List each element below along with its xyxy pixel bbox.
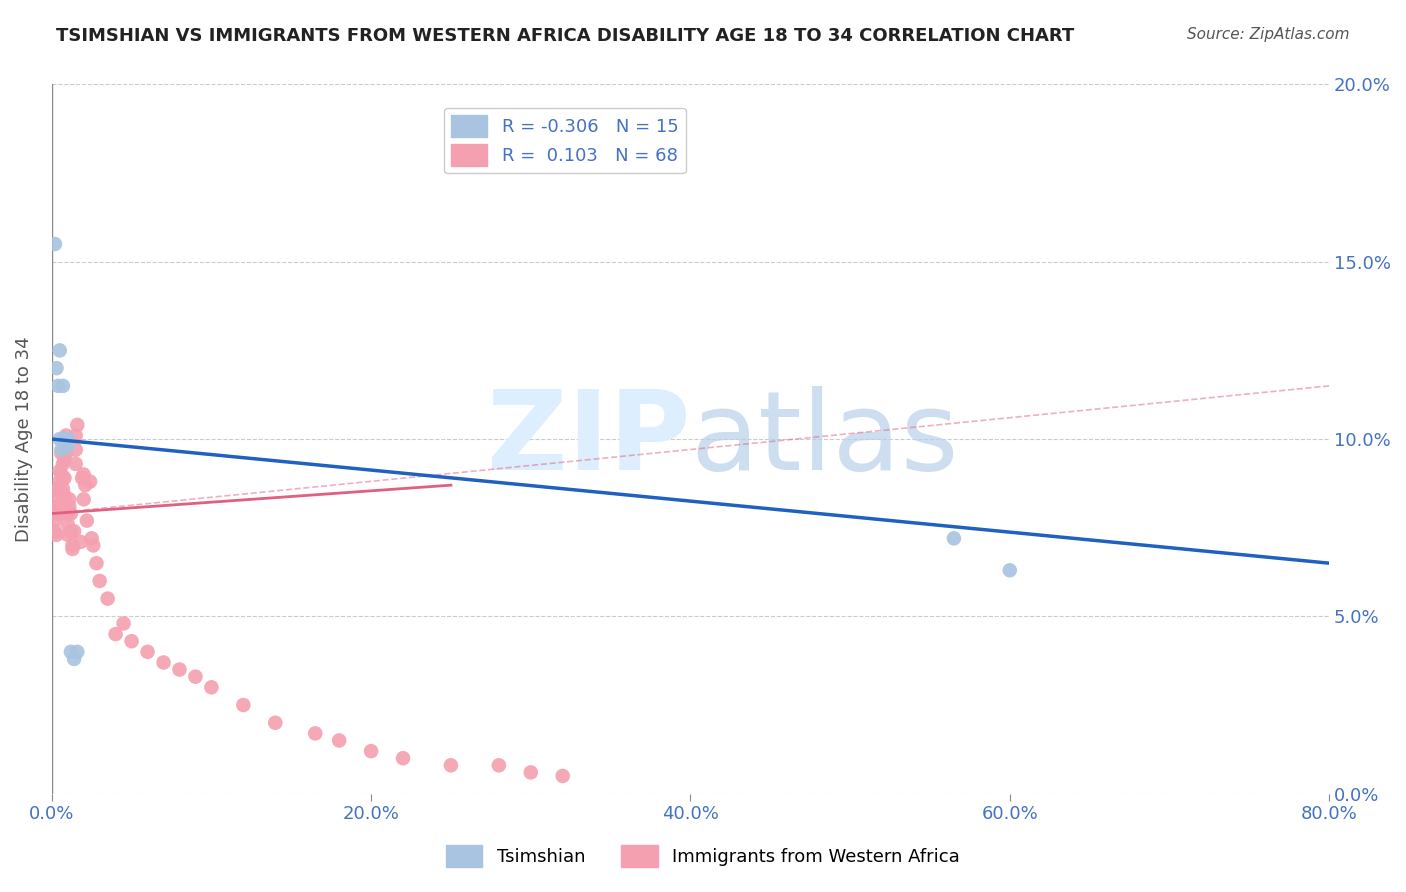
Point xyxy=(58,492,80,507)
Point xyxy=(56,432,79,446)
Point xyxy=(52,482,75,496)
Point xyxy=(998,563,1021,577)
Point xyxy=(46,482,69,496)
Point xyxy=(75,478,97,492)
Point xyxy=(59,507,82,521)
Point xyxy=(304,726,326,740)
Text: atlas: atlas xyxy=(690,385,959,492)
Point xyxy=(44,514,66,528)
Legend: Tsimshian, Immigrants from Western Africa: Tsimshian, Immigrants from Western Afric… xyxy=(439,838,967,874)
Legend: R = -0.306   N = 15, R =  0.103   N = 68: R = -0.306 N = 15, R = 0.103 N = 68 xyxy=(444,108,686,173)
Point xyxy=(53,453,76,467)
Point xyxy=(56,528,79,542)
Point xyxy=(73,492,96,507)
Point xyxy=(112,616,135,631)
Point xyxy=(69,535,91,549)
Point xyxy=(440,758,463,772)
Point xyxy=(59,645,82,659)
Point xyxy=(48,485,70,500)
Point xyxy=(48,507,70,521)
Point xyxy=(70,471,93,485)
Point xyxy=(56,439,79,453)
Point xyxy=(55,446,77,460)
Point xyxy=(264,715,287,730)
Text: Source: ZipAtlas.com: Source: ZipAtlas.com xyxy=(1187,27,1350,42)
Point xyxy=(42,503,65,517)
Point xyxy=(59,524,82,539)
Point xyxy=(328,733,350,747)
Point xyxy=(104,627,127,641)
Point xyxy=(45,361,67,376)
Point xyxy=(48,475,70,489)
Point xyxy=(65,457,87,471)
Point xyxy=(65,428,87,442)
Point xyxy=(76,514,98,528)
Point xyxy=(52,471,75,485)
Point xyxy=(56,517,79,532)
Y-axis label: Disability Age 18 to 34: Disability Age 18 to 34 xyxy=(15,336,32,541)
Point xyxy=(48,343,70,358)
Point xyxy=(121,634,143,648)
Point xyxy=(46,379,69,393)
Point xyxy=(46,500,69,514)
Point xyxy=(86,556,108,570)
Point xyxy=(520,765,543,780)
Point xyxy=(200,681,222,695)
Point xyxy=(44,524,66,539)
Point xyxy=(82,538,104,552)
Point xyxy=(942,532,965,546)
Point xyxy=(66,417,89,432)
Point xyxy=(97,591,120,606)
Point xyxy=(52,457,75,471)
Point xyxy=(80,532,103,546)
Point xyxy=(52,379,75,393)
Point xyxy=(551,769,574,783)
Point xyxy=(62,538,84,552)
Point xyxy=(63,524,86,539)
Point xyxy=(53,471,76,485)
Point xyxy=(58,500,80,514)
Point xyxy=(66,645,89,659)
Text: TSIMSHIAN VS IMMIGRANTS FROM WESTERN AFRICA DISABILITY AGE 18 TO 34 CORRELATION : TSIMSHIAN VS IMMIGRANTS FROM WESTERN AFR… xyxy=(56,27,1074,45)
Point xyxy=(51,485,73,500)
Point xyxy=(79,475,101,489)
Point xyxy=(73,467,96,482)
Point xyxy=(89,574,111,588)
Point xyxy=(51,446,73,460)
Point xyxy=(232,698,254,712)
Point xyxy=(184,670,207,684)
Point xyxy=(53,432,76,446)
Point xyxy=(169,663,191,677)
Point xyxy=(48,464,70,478)
Point xyxy=(53,432,76,446)
Point xyxy=(65,442,87,457)
Point xyxy=(51,467,73,482)
Point xyxy=(63,652,86,666)
Point xyxy=(44,237,66,252)
Point xyxy=(136,645,159,659)
Point xyxy=(51,442,73,457)
Point xyxy=(48,432,70,446)
Point xyxy=(45,528,67,542)
Point xyxy=(360,744,382,758)
Point xyxy=(392,751,415,765)
Point xyxy=(488,758,510,772)
Point xyxy=(56,507,79,521)
Point xyxy=(55,428,77,442)
Point xyxy=(62,541,84,556)
Point xyxy=(152,656,174,670)
Point xyxy=(45,492,67,507)
Point xyxy=(53,489,76,503)
Point xyxy=(45,507,67,521)
Text: ZIP: ZIP xyxy=(486,385,690,492)
